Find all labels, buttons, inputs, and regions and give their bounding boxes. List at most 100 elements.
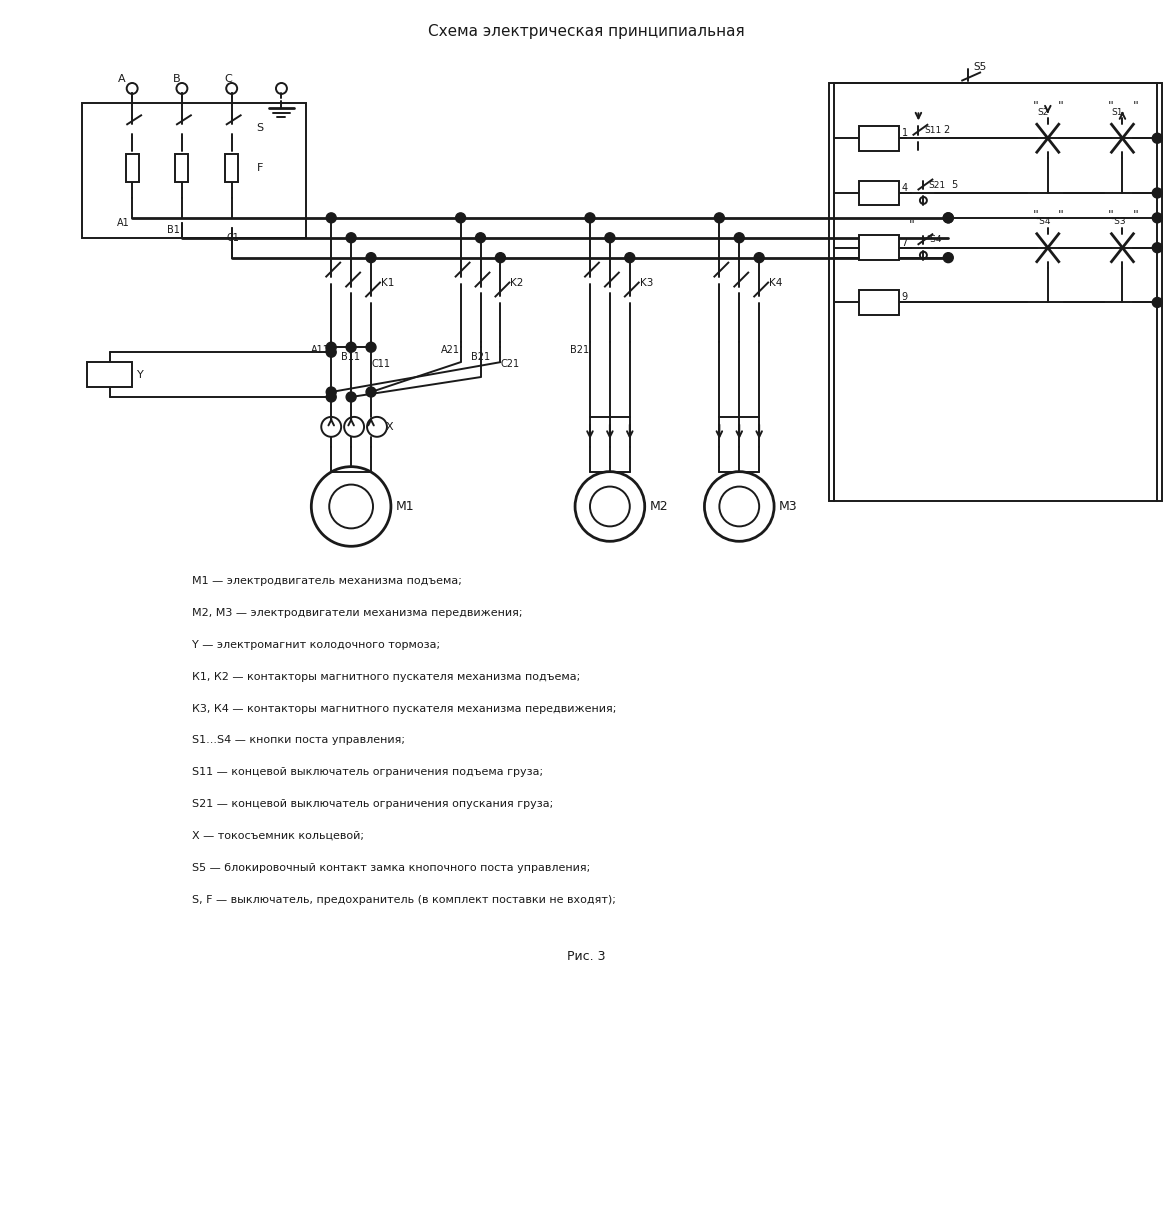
Text: "S4: "S4 [1035, 217, 1050, 226]
Text: A21: A21 [441, 345, 459, 355]
Text: A1: A1 [117, 218, 130, 228]
Text: М2, М3 — электродвигатели механизма передвижения;: М2, М3 — электродвигатели механизма пере… [192, 608, 523, 618]
Text: C: C [225, 74, 232, 84]
Circle shape [1152, 242, 1163, 253]
Text: ": " [1132, 99, 1138, 113]
Text: C21: C21 [500, 360, 519, 369]
Text: K1: K1 [381, 277, 394, 287]
Text: Рис. 3: Рис. 3 [567, 949, 605, 963]
Circle shape [755, 253, 764, 263]
Circle shape [366, 343, 376, 352]
Circle shape [1152, 213, 1163, 223]
Circle shape [496, 253, 505, 263]
Text: ": " [1108, 210, 1113, 223]
Text: S2: S2 [1037, 108, 1049, 116]
Text: A: A [118, 74, 127, 84]
Circle shape [346, 233, 356, 242]
Text: ": " [1033, 210, 1038, 223]
Text: Y: Y [137, 371, 144, 380]
Circle shape [1152, 188, 1163, 197]
Text: ": " [1058, 99, 1064, 113]
Text: ": " [1132, 210, 1138, 223]
Text: S5: S5 [973, 62, 987, 71]
Bar [82, 103, 306, 237]
Text: 9: 9 [901, 293, 907, 303]
Text: 7: 7 [901, 237, 908, 248]
Text: S5 — блокировочный контакт замка кнопочного поста управления;: S5 — блокировочный контакт замка кнопочн… [192, 862, 591, 873]
Text: X: X [386, 421, 394, 432]
Circle shape [346, 392, 356, 402]
Circle shape [1152, 133, 1163, 143]
Text: K3: K3 [640, 277, 653, 287]
Text: S1: S1 [1112, 108, 1123, 116]
Text: Х — токосъемник кольцевой;: Х — токосъемник кольцевой; [192, 831, 363, 840]
Circle shape [366, 388, 376, 397]
Text: B11: B11 [341, 352, 360, 362]
Bar [225, 154, 238, 182]
Text: K1: K1 [872, 133, 885, 143]
Circle shape [326, 388, 336, 397]
Text: M1: M1 [396, 500, 415, 513]
Text: S11 — концевой выключатель ограничения подъема груза;: S11 — концевой выключатель ограничения п… [192, 768, 543, 777]
Bar [176, 154, 189, 182]
Circle shape [585, 213, 595, 223]
Text: 4: 4 [901, 183, 907, 193]
Text: S21: S21 [928, 180, 946, 189]
Circle shape [476, 233, 485, 242]
Text: K2: K2 [510, 277, 524, 287]
Text: K4: K4 [769, 277, 783, 287]
Text: S11: S11 [925, 126, 941, 134]
Text: М1 — электродвигатель механизма подъема;: М1 — электродвигатель механизма подъема; [192, 576, 462, 586]
Text: B: B [173, 74, 180, 84]
Text: ": " [908, 219, 914, 233]
Circle shape [346, 343, 356, 352]
Text: S: S [257, 124, 264, 133]
Circle shape [943, 213, 953, 223]
Circle shape [326, 348, 336, 357]
Text: C11: C11 [372, 360, 390, 369]
Circle shape [326, 213, 336, 223]
Text: B21: B21 [570, 345, 590, 355]
Text: K3: K3 [872, 242, 885, 253]
Circle shape [1152, 298, 1163, 308]
Circle shape [326, 392, 336, 402]
Text: B1: B1 [166, 225, 179, 235]
Circle shape [456, 213, 465, 223]
Bar [859, 180, 899, 206]
Circle shape [326, 343, 336, 352]
Text: B21: B21 [470, 352, 490, 362]
Bar [859, 289, 899, 315]
Text: "S3: "S3 [1110, 217, 1125, 226]
Circle shape [366, 253, 376, 263]
Text: 1: 1 [901, 128, 907, 138]
Text: ": " [1108, 99, 1113, 113]
Bar [829, 84, 1163, 501]
Circle shape [735, 233, 744, 242]
Text: F: F [257, 163, 263, 173]
Text: 2: 2 [943, 125, 949, 136]
Circle shape [943, 213, 953, 223]
Text: К3, К4 — контакторы магнитного пускателя механизма передвижения;: К3, К4 — контакторы магнитного пускателя… [192, 704, 616, 713]
Text: M3: M3 [779, 500, 798, 513]
Circle shape [605, 233, 615, 242]
Text: ": " [1058, 210, 1064, 223]
Text: Y — электромагнит колодочного тормоза;: Y — электромагнит колодочного тормоза; [192, 639, 440, 650]
Text: M2: M2 [649, 500, 668, 513]
Bar [859, 126, 899, 150]
Circle shape [715, 213, 724, 223]
Text: K4: K4 [872, 298, 885, 308]
Bar [125, 154, 138, 182]
Text: S, F — выключатель, предохранитель (в комплект поставки не входят);: S, F — выключатель, предохранитель (в ко… [192, 895, 615, 905]
Circle shape [625, 253, 635, 263]
Bar [88, 362, 132, 388]
Text: A11: A11 [312, 345, 331, 355]
Text: Схема электрическая принципиальная: Схема электрическая принципиальная [428, 24, 744, 39]
Text: C1: C1 [226, 233, 239, 242]
Bar [859, 235, 899, 260]
Text: ": " [1033, 99, 1038, 113]
Text: "S4: "S4 [926, 235, 942, 245]
Text: S21 — концевой выключатель ограничения опускания груза;: S21 — концевой выключатель ограничения о… [192, 799, 553, 809]
Text: 5: 5 [952, 180, 958, 190]
Text: S1...S4 — кнопки поста управления;: S1...S4 — кнопки поста управления; [192, 735, 404, 745]
Circle shape [943, 253, 953, 263]
